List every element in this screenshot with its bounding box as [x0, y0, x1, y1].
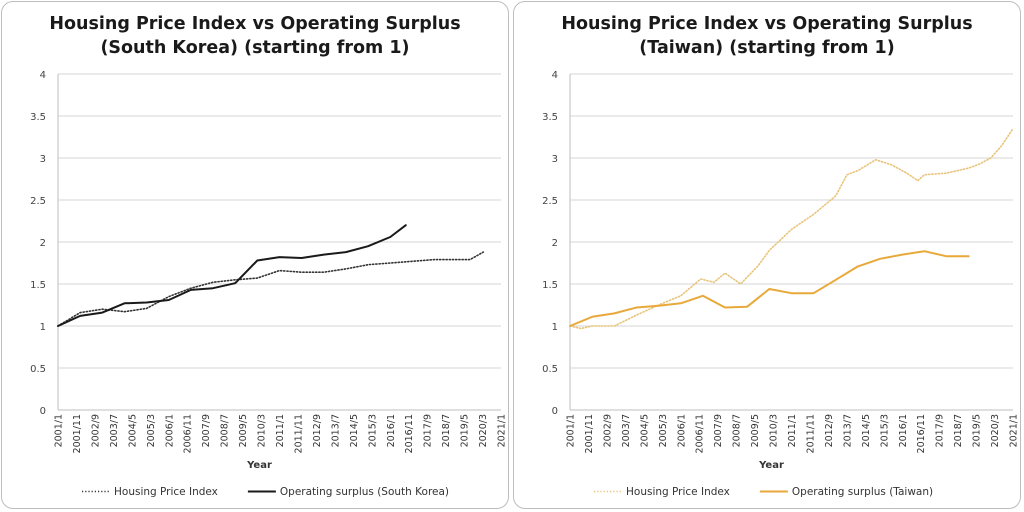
y-tick-label: 3.5 [30, 112, 46, 123]
y-tick-label: 3 [552, 154, 558, 165]
x-tick-label: 2006/11 [695, 414, 706, 453]
x-tick-label: 2018/7 [441, 414, 452, 447]
series-line-housing-price-index [57, 251, 485, 327]
x-tick-label: 2012/9 [824, 414, 835, 447]
y-tick-label: 1 [40, 322, 46, 333]
x-tick-label: 2001/11 [72, 414, 83, 453]
x-tick-label: 2011/1 [787, 414, 798, 447]
x-tick-label: 2011/11 [805, 414, 816, 453]
x-tick-label: 2018/7 [953, 414, 964, 447]
series-line-operating-surplus [57, 224, 407, 327]
x-tick-label: 2013/7 [842, 414, 853, 447]
x-tick-label: 2015/3 [367, 414, 378, 447]
x-tick-label: 2008/7 [220, 414, 231, 447]
y-tick-label: 2.5 [30, 196, 46, 207]
chart-title-line-1: Housing Price Index vs Operating Surplus [49, 14, 461, 34]
y-tick-label: 0 [552, 406, 558, 417]
y-tick-label: 2 [40, 238, 46, 249]
x-tick-label: 2004/5 [127, 414, 138, 447]
x-tick-label: 2013/7 [330, 414, 341, 447]
series-line-housing-price-index [569, 127, 1014, 330]
x-tick-label: 2001/1 [54, 414, 65, 447]
y-tick-label: 4 [40, 70, 46, 81]
x-axis-title: Year [758, 460, 784, 471]
chart-title-line-1: Housing Price Index vs Operating Surplus [561, 14, 973, 34]
y-tick-label: 1.5 [542, 280, 558, 291]
x-tick-label: 2001/1 [566, 414, 577, 447]
x-tick-label: 2010/3 [257, 414, 268, 447]
series-line-operating-surplus [569, 250, 970, 327]
y-tick-label: 0 [40, 406, 46, 417]
x-tick-label: 2019/5 [460, 414, 471, 447]
x-tick-label: 2009/5 [238, 414, 249, 447]
x-tick-label: 2005/3 [146, 414, 157, 447]
legend-label: Housing Price Index [114, 486, 218, 498]
x-tick-label: 2014/5 [861, 414, 872, 447]
x-tick-label: 2010/3 [769, 414, 780, 447]
chart-panel-south-korea: Housing Price Index vs Operating Surplus… [1, 1, 509, 509]
x-tick-label: 2003/7 [109, 414, 120, 447]
x-tick-label: 2007/9 [201, 414, 212, 447]
chart-svg-taiwan: 0 0.5 1 1.5 2 2.5 3 3.5 4 2001/1 2001/11 2002/9 2003… [542, 70, 1020, 498]
x-axis-title: Year [246, 460, 272, 471]
x-tick-label: 2016/1 [386, 414, 397, 447]
chart-panel-taiwan: Housing Price Index vs Operating Surplus… [513, 1, 1021, 509]
y-tick-label: 2 [552, 238, 558, 249]
x-tick-label: 2006/1 [164, 414, 175, 447]
chart-title: Housing Price Index vs Operating Surplus… [2, 12, 508, 60]
x-tick-label: 2006/11 [183, 414, 194, 453]
y-tick-label: 1 [552, 322, 558, 333]
y-tick-label: 1.5 [30, 280, 46, 291]
legend-item: Operating surplus (South Korea) [247, 486, 449, 498]
x-tick-label: 2002/9 [90, 414, 101, 447]
x-tick-label: 2006/1 [676, 414, 687, 447]
x-tick-label: 2004/5 [639, 414, 650, 447]
x-tick-label: 2021/1 [1009, 414, 1020, 447]
y-tick-label: 2.5 [542, 196, 558, 207]
x-tick-label: 2011/1 [275, 414, 286, 447]
y-tick-label: 4 [552, 70, 558, 81]
x-tick-label: 2015/3 [879, 414, 890, 447]
x-tick-label: 2007/9 [713, 414, 724, 447]
chart-title-line-2: (South Korea) (starting from 1) [100, 38, 410, 58]
y-tick-label: 3.5 [542, 112, 558, 123]
x-tick-label: 2020/3 [990, 414, 1001, 447]
legend-item: Housing Price Index [594, 486, 730, 498]
y-tick-label: 3 [40, 154, 46, 165]
legend-label: Operating surplus (Taiwan) [792, 486, 933, 498]
x-tick-label: 2005/3 [658, 414, 669, 447]
legend-item: Housing Price Index [82, 486, 218, 498]
legend-label: Housing Price Index [626, 486, 730, 498]
x-tick-label: 2016/11 [404, 414, 415, 453]
x-tick-label: 2008/7 [732, 414, 743, 447]
legend: Housing Price Index Operating surplus (So… [82, 486, 449, 498]
x-tick-label: 2019/5 [972, 414, 983, 447]
x-tick-label: 2012/9 [312, 414, 323, 447]
chart-svg-south-korea: 0 0.5 1 1.5 2 2.5 3 3.5 4 2001/1 2001/11 2002/9 2003… [30, 70, 508, 498]
x-tick-label: 2009/5 [750, 414, 761, 447]
chart-title: Housing Price Index vs Operating Surplus… [514, 12, 1020, 60]
x-tick-label: 2011/11 [293, 414, 304, 453]
x-tick-label: 2014/5 [349, 414, 360, 447]
x-tick-label: 2003/7 [621, 414, 632, 447]
y-tick-label: 0.5 [542, 364, 558, 375]
legend-label: Operating surplus (South Korea) [280, 486, 449, 498]
x-tick-label: 2017/9 [423, 414, 434, 447]
legend: Housing Price Index Operating surplus (Ta… [594, 486, 933, 498]
y-tick-label: 0.5 [30, 364, 46, 375]
x-tick-label: 2001/11 [584, 414, 595, 453]
x-tick-label: 2020/3 [478, 414, 489, 447]
legend-item: Operating surplus (Taiwan) [759, 486, 933, 498]
chart-title-line-2: (Taiwan) (starting from 1) [639, 38, 895, 58]
x-tick-label: 2016/11 [916, 414, 927, 453]
x-tick-label: 2016/1 [898, 414, 909, 447]
x-tick-label: 2002/9 [602, 414, 613, 447]
x-tick-label: 2021/1 [497, 414, 508, 447]
x-tick-label: 2017/9 [935, 414, 946, 447]
